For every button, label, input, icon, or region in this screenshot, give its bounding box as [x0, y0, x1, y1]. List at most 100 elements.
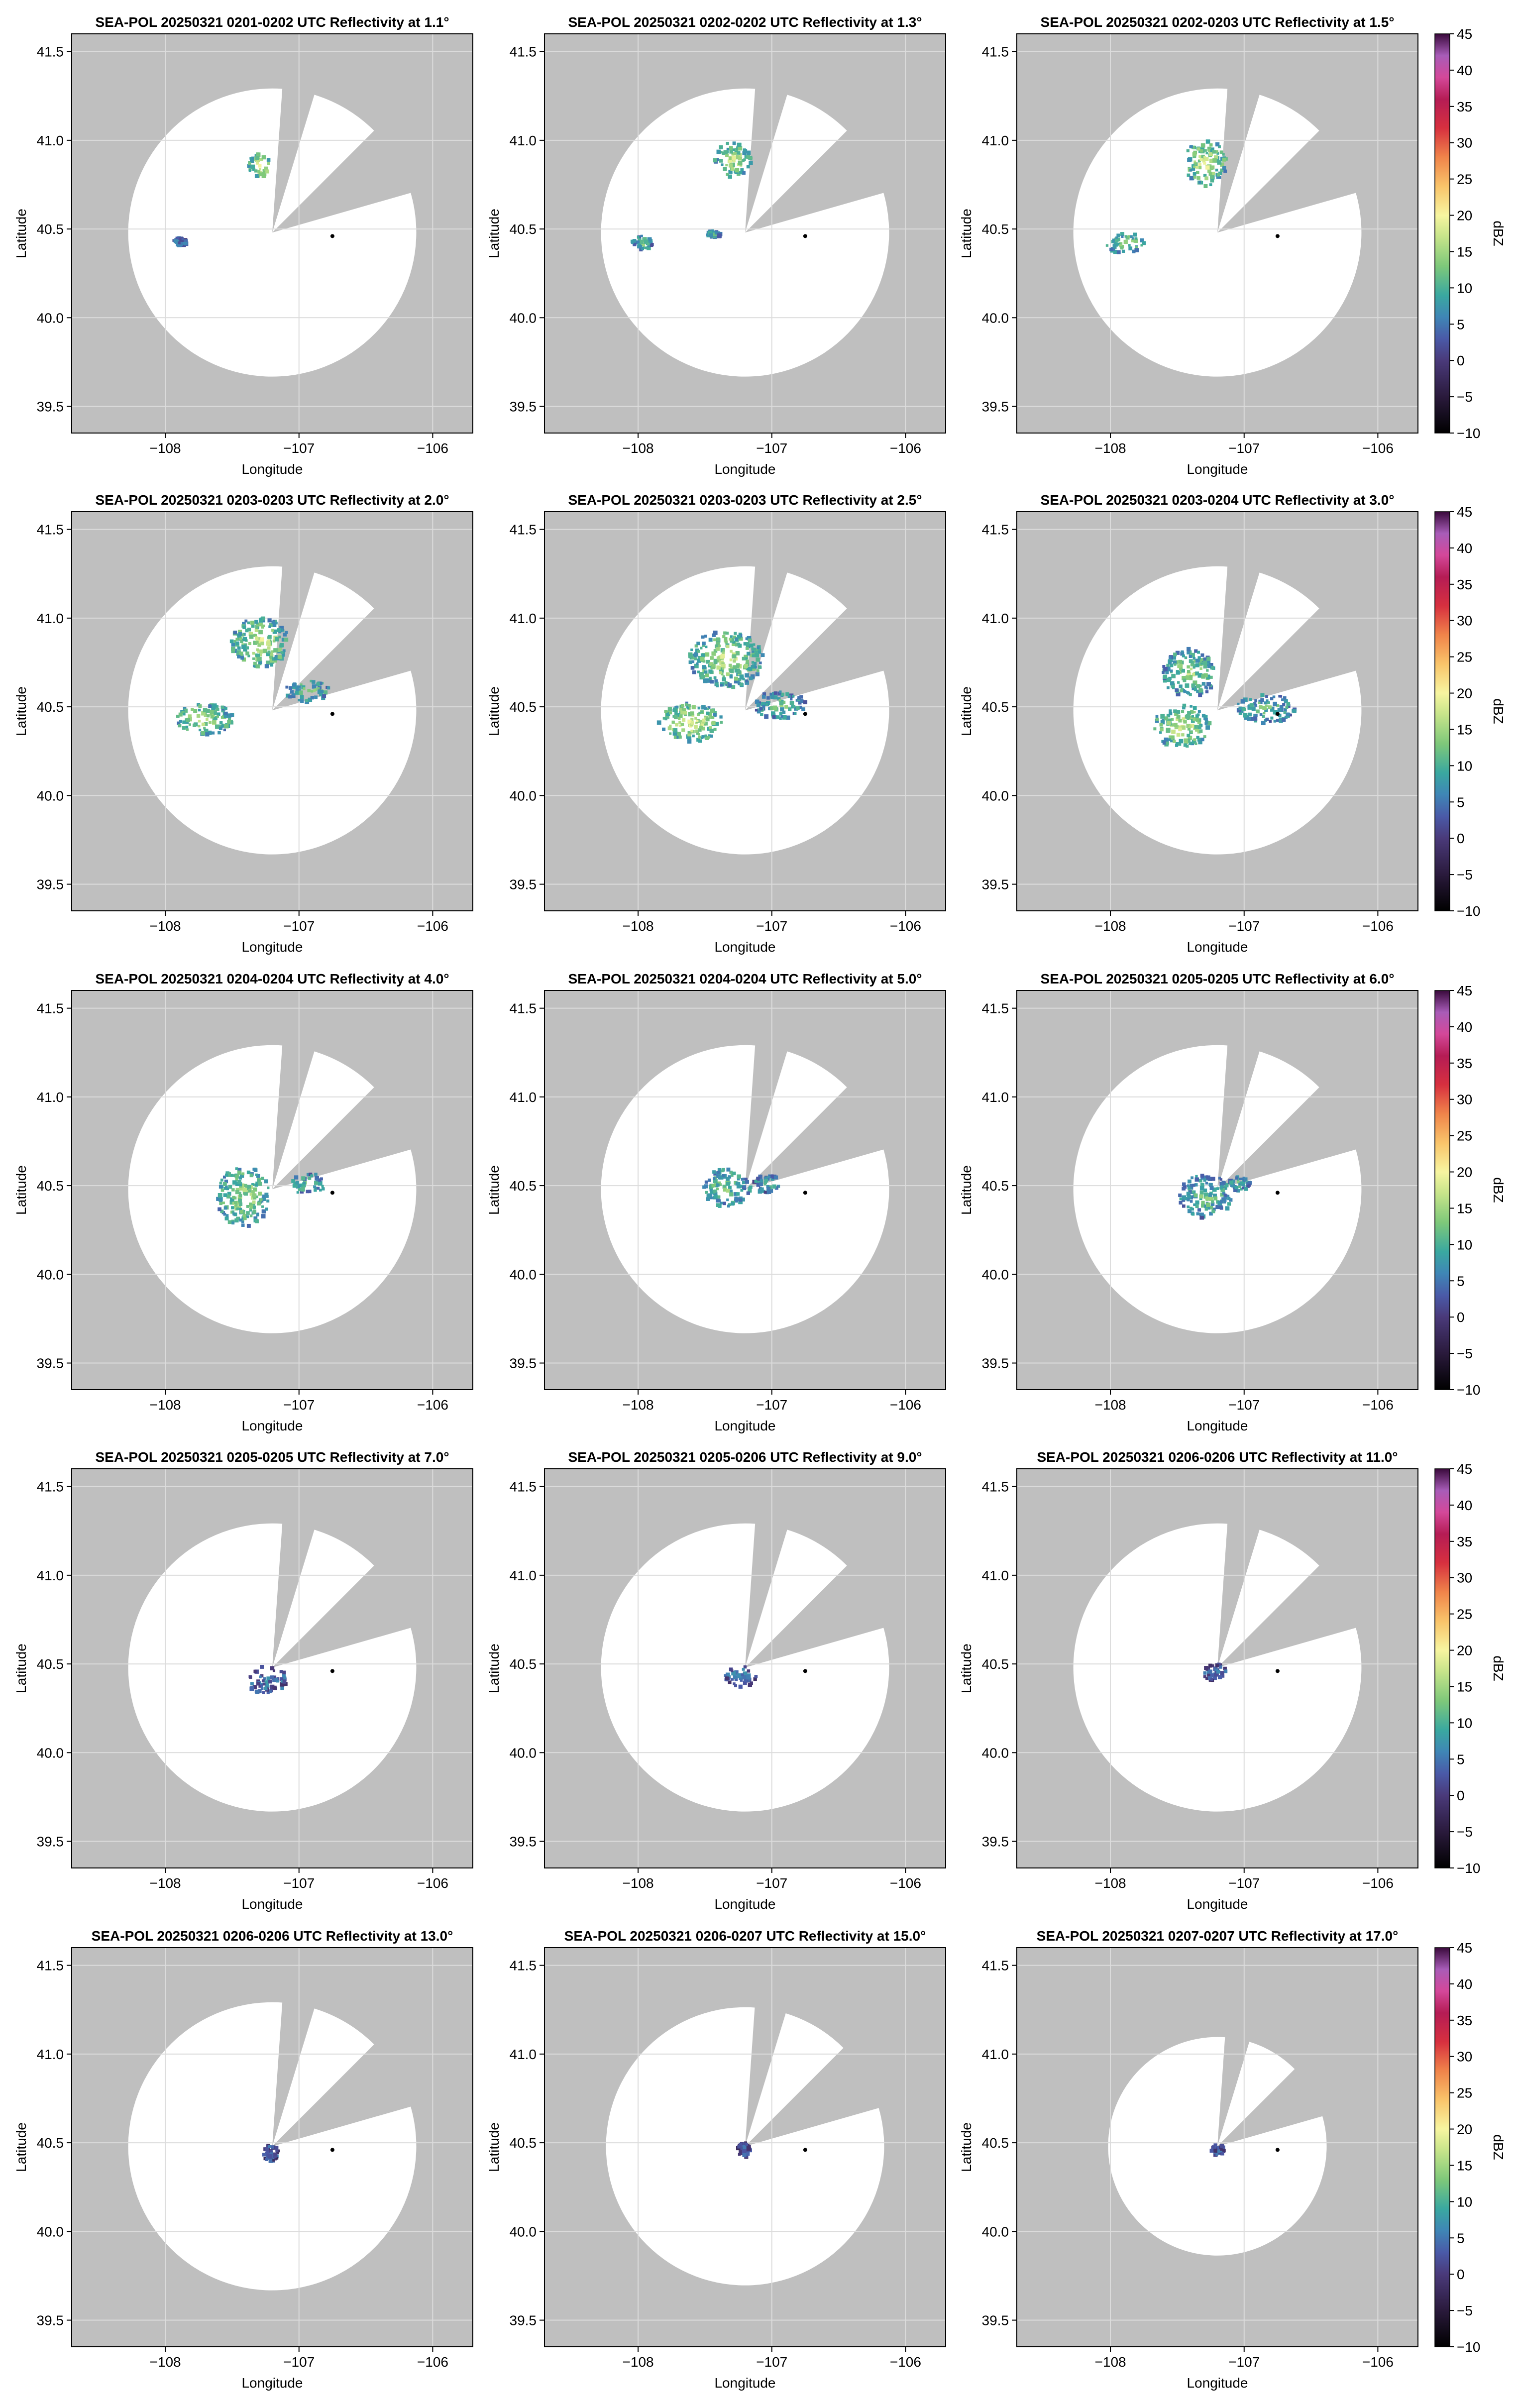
echo-cell	[298, 1188, 301, 1191]
echo-cell	[312, 684, 317, 689]
echo-cell	[246, 1204, 249, 1208]
echo-cell	[317, 689, 322, 694]
echo-cell	[702, 669, 705, 672]
echo-cell	[300, 699, 304, 703]
colorbar-tick-label: 5	[1457, 1273, 1465, 1289]
echo-cell	[702, 642, 706, 646]
echo-cell	[258, 637, 261, 640]
echo-cell	[1190, 663, 1193, 666]
echo-cell	[785, 692, 789, 696]
echo-cell	[1168, 659, 1172, 663]
echo-cell	[737, 1673, 742, 1678]
echo-cell	[260, 1687, 264, 1690]
echo-cell	[262, 172, 267, 177]
echo-cell	[1177, 664, 1181, 668]
echo-cell	[711, 716, 715, 719]
echo-cell	[1200, 738, 1204, 742]
echo-cell	[1216, 1187, 1219, 1190]
echo-cell	[690, 649, 693, 652]
echo-cell	[721, 651, 725, 655]
echo-cell	[227, 720, 231, 724]
echo-cell	[710, 709, 714, 713]
echo-cell	[763, 1191, 767, 1194]
echo-cell	[319, 681, 323, 685]
echo-cell	[305, 699, 308, 702]
echo-cell	[321, 1185, 324, 1188]
echo-cell	[679, 714, 683, 718]
site-marker	[803, 1669, 807, 1673]
echo-cell	[741, 1673, 744, 1676]
echo-cell	[267, 1186, 270, 1190]
echo-cell	[237, 646, 241, 650]
echo-cell	[1176, 717, 1180, 721]
echo-cell	[718, 645, 721, 648]
echo-cell	[255, 641, 259, 644]
echo-cell	[1214, 1668, 1218, 1672]
echo-cell	[226, 713, 231, 718]
echo-cell	[219, 1202, 222, 1205]
echo-cell	[1198, 688, 1203, 692]
echo-cell	[1240, 1182, 1243, 1185]
echo-cell	[766, 1185, 769, 1189]
echo-cell	[709, 1188, 713, 1192]
colorbar-tick-label: −10	[1457, 1861, 1481, 1876]
echo-cell	[1187, 691, 1191, 695]
echo-cell	[730, 1174, 734, 1177]
echo-cell	[232, 1180, 237, 1185]
y-axis-label: Latitude	[13, 1165, 29, 1215]
echo-cell	[724, 640, 728, 644]
echo-cell	[251, 1183, 254, 1186]
colorbar-tick-label: −5	[1457, 389, 1473, 405]
echo-cell	[762, 692, 766, 696]
colorbar-tick-label: 30	[1457, 613, 1472, 629]
echo-cell	[241, 1216, 245, 1220]
echo-cell	[1206, 675, 1210, 679]
echo-cell	[735, 168, 740, 173]
echo-cell	[229, 1200, 234, 1205]
echo-cell	[260, 158, 263, 161]
x-tick-label: −108	[150, 1397, 181, 1413]
echo-cell	[729, 638, 732, 641]
echo-cell	[258, 618, 263, 623]
echo-cell	[252, 1210, 256, 1214]
echo-cell	[772, 705, 777, 710]
echo-cell	[175, 236, 179, 240]
colorbar-tick-label: 35	[1457, 2013, 1472, 2028]
echo-cell	[1187, 157, 1192, 162]
echo-cell	[729, 1170, 733, 1174]
echo-cell	[1198, 729, 1203, 733]
echo-cell	[1196, 176, 1200, 180]
echo-cell	[636, 240, 640, 245]
echo-cell	[1282, 703, 1286, 706]
echo-cell	[272, 2159, 275, 2162]
echo-cell	[709, 729, 714, 733]
echo-cell	[705, 717, 710, 722]
echo-cell	[277, 648, 281, 653]
echo-cell	[1118, 242, 1123, 246]
echo-cell	[715, 644, 719, 649]
echo-cell	[249, 1205, 253, 1209]
echo-cell	[710, 656, 714, 660]
echo-cell	[1159, 731, 1162, 734]
echo-cell	[271, 2145, 275, 2149]
echo-cell	[1218, 1665, 1222, 1669]
echo-cell	[742, 171, 746, 175]
colorbar-tick-label: 10	[1457, 280, 1472, 296]
echo-cluster	[229, 616, 289, 668]
echo-cell	[1273, 710, 1278, 715]
echo-cell	[1256, 709, 1260, 714]
echo-cell	[732, 665, 737, 670]
echo-cell	[208, 704, 212, 708]
echo-cell	[708, 712, 712, 717]
echo-cell	[255, 1181, 259, 1186]
echo-cell	[1189, 145, 1192, 148]
y-tick-label: 40.5	[982, 1178, 1009, 1194]
y-tick-label: 39.5	[37, 877, 64, 892]
echo-cell	[1203, 156, 1206, 159]
echo-cell	[252, 1193, 256, 1198]
y-axis-label: Latitude	[959, 2122, 974, 2172]
echo-cell	[218, 1197, 223, 1202]
echo-cell	[1205, 1677, 1208, 1680]
radar-panel: −108 −107 −10641.541.040.540.039.5SEA-POL …	[13, 1449, 473, 1912]
echo-cell	[717, 1195, 721, 1199]
